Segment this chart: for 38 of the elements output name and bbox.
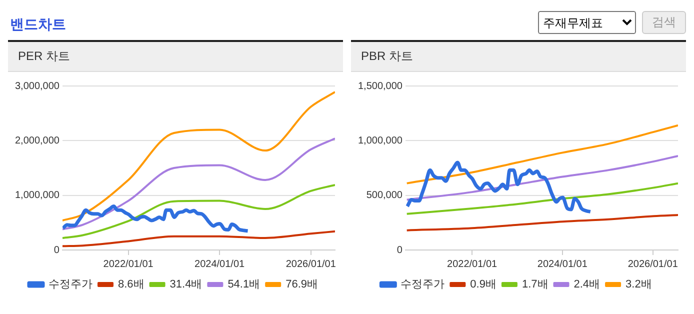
legend-label: 8.6배 [118,278,144,291]
line-series [406,214,678,232]
legend-label: 76.9배 [286,278,318,291]
legend-label: 수정주가 [400,278,445,291]
legend-label: 2.4배 [574,278,600,291]
legend-label: 1.7배 [522,278,548,291]
y-tick-label: 1,000,000 [358,135,403,146]
legend-label: 31.4배 [170,278,202,291]
legend-label: 수정주가 [48,278,92,291]
dropdown[interactable]: 주재무제표 [538,11,636,34]
y-tick-label: 3,000,000 [14,80,60,92]
y-tick-label: 1,000,000 [14,190,60,202]
y-tick-label: 0 [54,244,60,256]
legend-label: 54.1배 [228,278,260,291]
legend-label: 3.2배 [626,278,652,291]
line-series [62,230,335,248]
x-tick-label: 2022/01/01 [103,258,154,270]
chart-title: PER 차트 [8,40,343,72]
line-series [62,137,335,230]
line-series [62,184,335,239]
y-tick-label: 500,000 [366,190,403,202]
line-series [62,204,250,233]
y-tick-label: 2,000,000 [14,135,60,146]
text: 밴드차트 [10,16,66,34]
y-tick-label: 0 [396,244,403,256]
line-series [406,160,592,214]
line-series [406,154,678,201]
x-tick-label: 2026/01/01 [628,258,678,270]
x-tick-label: 2024/01/01 [194,258,246,270]
x-tick-label: 2024/01/01 [537,258,588,270]
line-series [406,182,678,215]
y-tick-label: 1,500,000 [358,80,403,92]
x-tick-label: 2022/01/01 [447,258,498,270]
chart-title: PBR 차트 [351,40,686,72]
legend-label: 0.9배 [470,278,496,291]
line-series [406,124,678,184]
line-series [62,91,335,222]
x-tick-label: 2026/01/01 [286,258,336,270]
